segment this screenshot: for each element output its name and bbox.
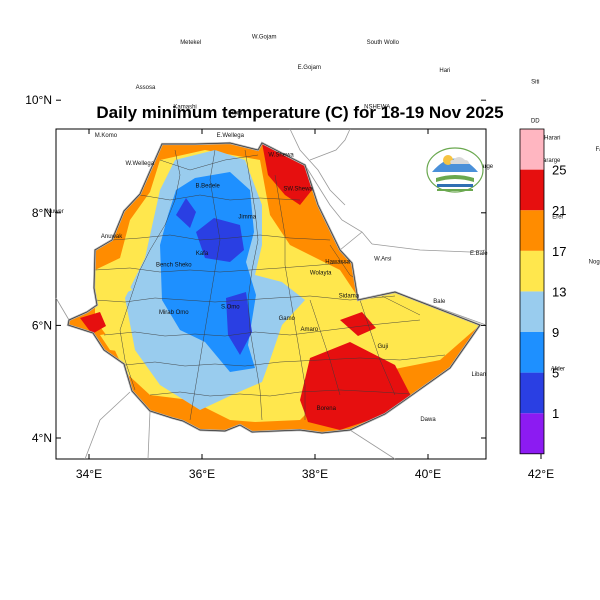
lat-tick-label: 4°N — [32, 431, 52, 445]
colorbar-label: 25 — [552, 163, 566, 178]
lon-tick-label: 40°E — [415, 467, 441, 481]
region-label: W.Shewa — [268, 153, 294, 159]
country-outline-inner — [67, 142, 481, 434]
region-label: Siti — [531, 79, 539, 85]
lat-tick-label: 10°N — [25, 93, 52, 107]
map-title: Daily minimum temperature (C) for 18-19 … — [96, 103, 504, 122]
band-1-5 — [176, 198, 252, 355]
region-label: B.Bedele — [196, 184, 221, 190]
colorbar-label: 9 — [552, 325, 559, 340]
colorbar-segment — [520, 210, 544, 251]
region-label: Nuwer — [46, 209, 63, 215]
region-label: Bench Sheko — [156, 262, 192, 268]
band-21-25-west — [80, 312, 106, 334]
region-label: Kafa — [196, 251, 209, 257]
region-label: Afder — [551, 366, 565, 372]
colorbar-segment — [520, 169, 544, 211]
colorbar-segment — [520, 372, 544, 414]
region-label: Harari — [544, 136, 560, 142]
region-labels: WesternN.WesternCent.TEasternS.EasternN.… — [46, 34, 600, 423]
region-label: Dawa — [420, 417, 436, 423]
band-13-17-west — [94, 268, 132, 352]
region-label: Nogob — [589, 260, 600, 266]
region-label: Hari — [439, 68, 450, 74]
region-label: Erer — [552, 214, 563, 220]
axis-ticks: 4°N6°N8°N10°N12°N14°N34°E36°E38°E40°E42°… — [25, 93, 554, 481]
region-label: E.Bale — [470, 251, 488, 257]
colorbar-segment — [520, 413, 544, 454]
region-label: Amaro — [300, 327, 318, 333]
region-label: Kamashi — [173, 105, 196, 111]
region-label: Hawassa — [325, 260, 350, 266]
region-label: Guji — [377, 344, 388, 350]
cloud-icon — [450, 157, 469, 164]
colorbar-label: 13 — [552, 284, 566, 299]
region-label: Assosa — [136, 85, 156, 91]
region-label: E.Hararge — [533, 158, 561, 164]
land-icon — [436, 175, 474, 182]
admin-boundaries — [94, 149, 446, 421]
colorbar-label: 21 — [552, 203, 566, 218]
lon-tick-label: 38°E — [302, 467, 328, 481]
region-label: SW.Shewa — [283, 186, 313, 192]
region-label: Fafan — [596, 147, 600, 153]
region-label: E.Gojam — [298, 65, 321, 71]
colorbar-segment — [520, 291, 544, 332]
band-21-25-north — [262, 143, 312, 205]
region-label: NSHEWA — [364, 105, 390, 111]
colorbar-segment — [520, 332, 544, 373]
colorbar-segment — [520, 250, 544, 292]
colorbar-label: 5 — [552, 366, 559, 381]
lat-tick-label: 8°N — [32, 206, 52, 220]
colorbar: 1 5 9 13 17 21 25 — [519, 128, 566, 455]
region-label: Bale — [433, 299, 446, 305]
lat-tick-label: 6°N — [32, 318, 52, 332]
lon-tick-label: 34°E — [76, 467, 102, 481]
region-label: Jimma — [238, 214, 256, 220]
region-label: S.Omo — [221, 305, 240, 311]
band-21-25-southeast — [300, 342, 412, 430]
region-label: W.Wellega — [126, 161, 155, 167]
region-label: W.Gojam — [252, 34, 277, 40]
region-label: Borena — [317, 406, 337, 412]
region-label: M.Komo — [95, 133, 118, 139]
lon-tick-label: 36°E — [189, 467, 215, 481]
region-label: Metekel — [180, 40, 201, 46]
region-label: DD — [531, 119, 540, 125]
ema-logo — [426, 147, 484, 193]
colorbar-label: 1 — [552, 406, 559, 421]
region-label: Gamo — [279, 316, 296, 322]
colorbar-label: 17 — [552, 244, 566, 259]
colorbar-frame — [519, 128, 545, 455]
region-label: Anuwak — [101, 234, 123, 240]
colorbar-segment — [520, 129, 544, 170]
region-label: South Wollo — [367, 40, 400, 46]
lon-tick-label: 42°E — [528, 467, 554, 481]
band-21-25-east — [340, 312, 376, 336]
region-label: W.Arsi — [374, 257, 391, 263]
region-label: Mirab Omo — [159, 310, 189, 316]
region-label: Sidama — [339, 293, 360, 299]
region-label: Wolayta — [310, 271, 332, 277]
region-label: Horo — [229, 110, 243, 116]
region-label: E.Wellega — [217, 133, 245, 139]
region-label: Liban — [471, 372, 486, 378]
